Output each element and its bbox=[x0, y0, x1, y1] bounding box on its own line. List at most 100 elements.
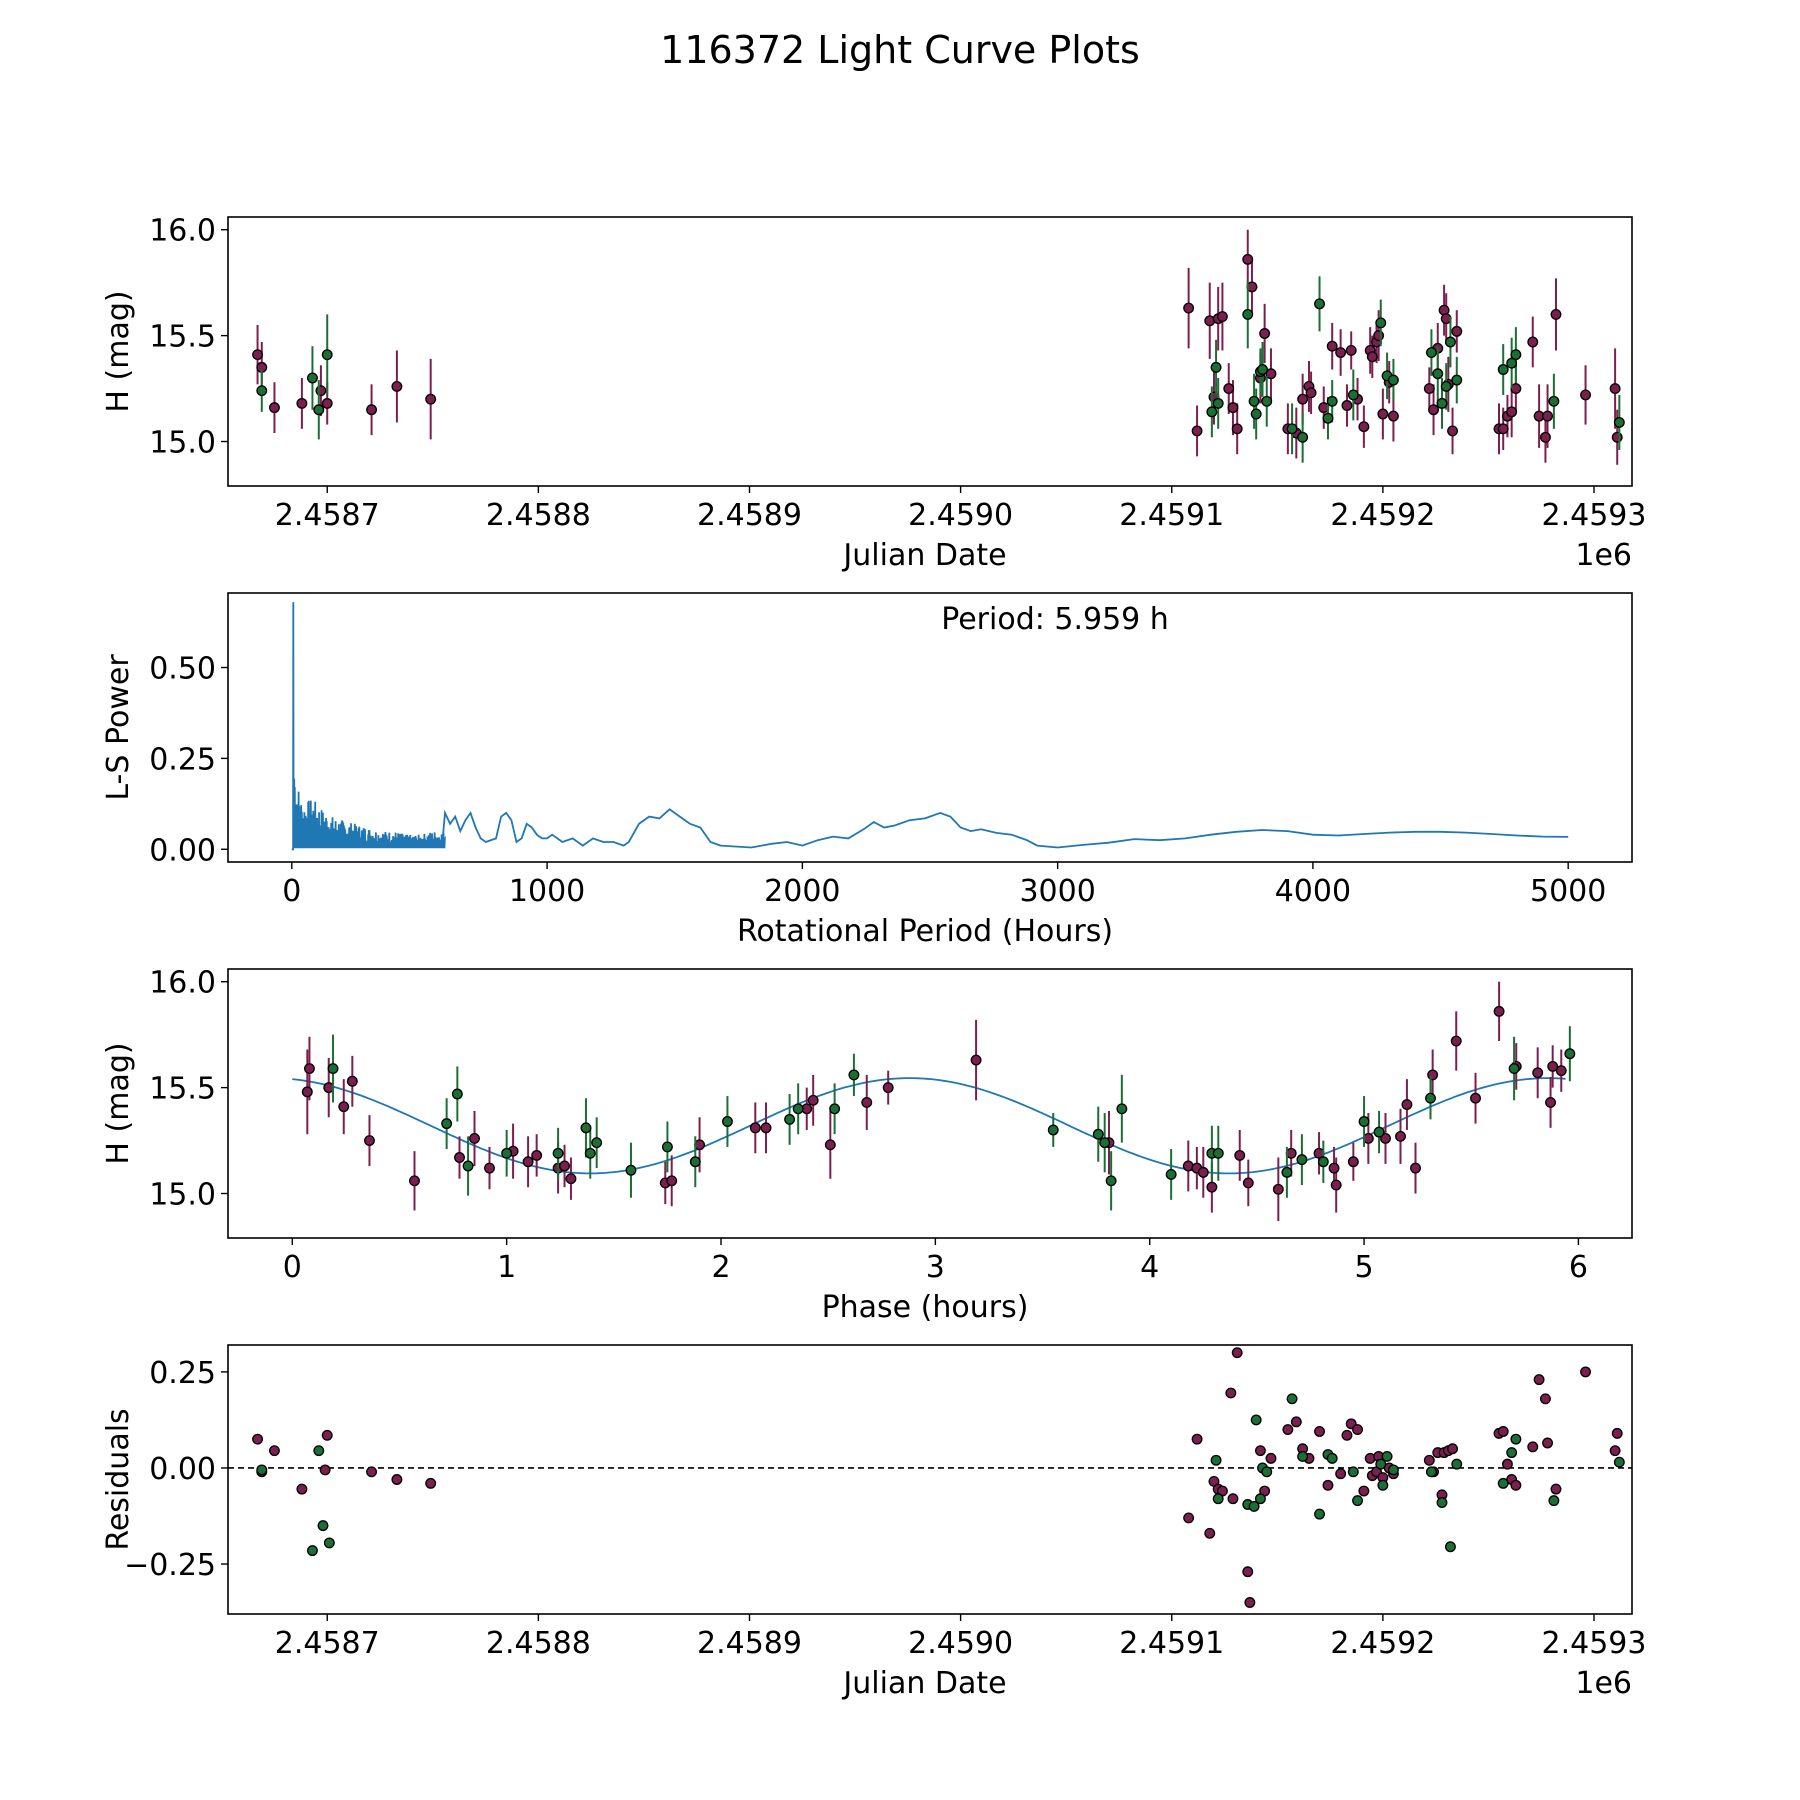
x-axis-label: Rotational Period (Hours) bbox=[737, 914, 1113, 949]
data-point-purple bbox=[824, 1139, 836, 1151]
data-point-green bbox=[829, 1103, 841, 1115]
data-point-purple bbox=[1533, 1374, 1545, 1386]
y-tick-label: 0.25 bbox=[149, 1356, 216, 1391]
data-point-purple bbox=[1527, 1441, 1539, 1453]
data-point-green bbox=[1116, 1103, 1128, 1115]
data-point-purple bbox=[338, 1101, 350, 1113]
data-point-purple bbox=[1380, 1132, 1391, 1144]
x-tick-label: 2.4592 bbox=[1330, 1626, 1435, 1661]
data-point-purple bbox=[1297, 393, 1309, 405]
data-point-purple bbox=[1234, 1149, 1246, 1161]
x-tick-label: 2.4593 bbox=[1542, 498, 1647, 533]
data-point-purple bbox=[1611, 1427, 1623, 1439]
data-point-purple bbox=[1510, 1479, 1522, 1491]
data-point-green bbox=[1510, 1433, 1522, 1445]
data-point-purple bbox=[1191, 425, 1203, 437]
data-point-purple bbox=[425, 393, 437, 405]
data-point-purple bbox=[1539, 431, 1551, 443]
data-point-green bbox=[1497, 1477, 1509, 1489]
data-point-purple bbox=[1358, 1485, 1370, 1497]
x-tick-label: 4000 bbox=[1275, 874, 1351, 909]
data-point-green bbox=[1212, 397, 1224, 409]
plot-area bbox=[252, 229, 1625, 465]
data-point-purple bbox=[1326, 340, 1338, 352]
data-point-green bbox=[1257, 364, 1268, 375]
period-annotation: Period: 5.959 h bbox=[941, 602, 1169, 637]
data-point-purple bbox=[1401, 1099, 1413, 1111]
data-point-purple bbox=[366, 404, 378, 416]
data-point-purple bbox=[1410, 1162, 1421, 1174]
y-tick-label: 15.0 bbox=[149, 426, 216, 461]
data-point-purple bbox=[1555, 1065, 1567, 1077]
data-point-purple bbox=[1539, 1393, 1551, 1405]
data-point-purple bbox=[1395, 1130, 1406, 1142]
data-point-green bbox=[1248, 395, 1260, 407]
data-point-green bbox=[441, 1118, 453, 1130]
data-point-purple bbox=[252, 1433, 264, 1445]
data-point-purple bbox=[1197, 1166, 1209, 1178]
data-point-green bbox=[1210, 361, 1222, 373]
data-point-green bbox=[313, 1445, 325, 1457]
data-point-purple bbox=[1204, 1527, 1216, 1539]
x-tick-label: 5 bbox=[1355, 1250, 1374, 1285]
data-point-purple bbox=[301, 1086, 313, 1098]
data-point-purple bbox=[882, 1082, 894, 1094]
data-point-green bbox=[552, 1147, 564, 1159]
data-point-green bbox=[1387, 374, 1399, 386]
data-point-purple bbox=[565, 1173, 577, 1185]
x-tick-label: 2 bbox=[711, 1250, 730, 1285]
data-point-purple bbox=[861, 1096, 873, 1108]
data-point-green bbox=[1212, 1493, 1224, 1505]
data-point-green bbox=[1322, 412, 1334, 424]
plot-area bbox=[292, 981, 1576, 1222]
data-point-green bbox=[1425, 347, 1437, 359]
data-point-purple bbox=[268, 402, 280, 414]
data-point-purple bbox=[1366, 351, 1378, 363]
data-point-green bbox=[321, 349, 333, 361]
data-point-purple bbox=[1580, 389, 1592, 401]
x-tick-label: 2.4590 bbox=[908, 1626, 1013, 1661]
data-point-purple bbox=[1550, 308, 1562, 320]
data-point-green bbox=[1242, 308, 1254, 320]
data-point-purple bbox=[1493, 1005, 1505, 1017]
data-point-purple bbox=[1347, 1156, 1359, 1168]
data-point-purple bbox=[1242, 1177, 1254, 1189]
periodogram-line bbox=[291, 602, 1569, 851]
data-point-green bbox=[1613, 417, 1625, 428]
data-point-green bbox=[1092, 1128, 1104, 1140]
y-tick-label: 16.0 bbox=[149, 966, 216, 1001]
x-tick-label: 2.4587 bbox=[275, 498, 380, 533]
data-point-green bbox=[1347, 389, 1359, 401]
data-point-green bbox=[256, 1464, 268, 1476]
data-point-green bbox=[1508, 1063, 1520, 1075]
data-point-green bbox=[1286, 423, 1298, 435]
data-point-purple bbox=[1547, 1060, 1559, 1072]
x-tick-label: 1 bbox=[497, 1250, 516, 1285]
data-point-green bbox=[1436, 1497, 1448, 1509]
data-point-purple bbox=[1328, 1162, 1340, 1174]
axes-frame bbox=[227, 1344, 1633, 1615]
x-tick-label: 2.4587 bbox=[275, 1626, 380, 1661]
x-axis-label: Julian Date bbox=[841, 538, 1006, 573]
data-point-purple bbox=[1352, 1424, 1363, 1435]
data-point-green bbox=[1250, 1414, 1262, 1426]
data-point-green bbox=[1314, 298, 1325, 310]
data-point-green bbox=[1206, 406, 1218, 418]
data-point-purple bbox=[1322, 1479, 1334, 1491]
data-point-green bbox=[1347, 1466, 1359, 1478]
x-tick-label: 4 bbox=[1140, 1250, 1159, 1285]
data-point-purple bbox=[1358, 421, 1370, 433]
data-point-purple bbox=[268, 1445, 280, 1457]
x-tick-label: 2.4589 bbox=[697, 1626, 802, 1661]
data-point-green bbox=[1165, 1169, 1177, 1180]
data-point-green bbox=[689, 1156, 701, 1168]
x-tick-label: 6 bbox=[1569, 1250, 1588, 1285]
data-point-green bbox=[1352, 1495, 1363, 1507]
data-point-green bbox=[1497, 364, 1509, 375]
data-point-purple bbox=[1542, 410, 1553, 422]
data-point-green bbox=[1248, 1500, 1260, 1512]
x-axis-label: Phase (hours) bbox=[822, 1290, 1029, 1325]
y-tick-label: 0.50 bbox=[149, 652, 216, 687]
axes-frame bbox=[227, 592, 1633, 863]
data-point-purple bbox=[1216, 311, 1228, 323]
